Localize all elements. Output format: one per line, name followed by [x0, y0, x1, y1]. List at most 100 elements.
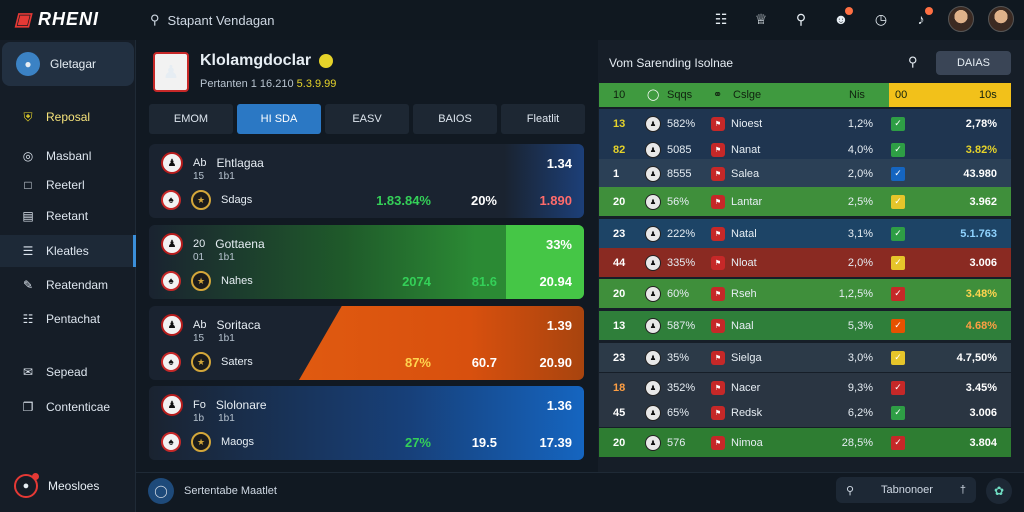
table-row[interactable]: 20 ♟ 576 ⚑ Nimoa 28,5% ✓ 3.804	[599, 428, 1011, 457]
users-icon[interactable]: ☻	[828, 6, 854, 32]
bell-icon[interactable]: ♪	[908, 6, 934, 32]
table-row[interactable]: 18 ♟ 352% ⚑ Nacer 9,3% ✓ 3.45%	[599, 373, 1011, 402]
search-icon: ⚲	[150, 12, 160, 27]
match-odd-bottom[interactable]: 17.39	[539, 435, 572, 450]
team-crest-icon: ♟	[645, 225, 661, 242]
status-check-icon[interactable]: ✓	[891, 435, 905, 450]
row-odds[interactable]: 3.48%	[965, 287, 997, 300]
row-odds[interactable]: 5.1.763	[960, 227, 997, 240]
match-odd-top[interactable]: 1.34	[546, 156, 572, 171]
match-mid-value: 20%	[470, 193, 497, 208]
status-check-icon[interactable]: ✓	[891, 318, 905, 333]
tab-bar: EMOM HI SDA EASV BAIOS Fleatlit	[149, 104, 585, 134]
row-odds[interactable]: 3.82%	[965, 143, 997, 156]
match-card[interactable]: ♟ Fo Slolonare 1b 1b1 ♠ ★ Maogs 1.36 27%…	[149, 386, 584, 460]
row-odds[interactable]: 43.980	[963, 167, 997, 180]
row-odds[interactable]: 3.006	[969, 256, 997, 269]
tab-emom[interactable]: EMOM	[149, 104, 233, 134]
status-check-icon[interactable]: ✓	[891, 142, 905, 157]
row-odds[interactable]: 3.006	[969, 406, 997, 419]
row-percent: 56%	[667, 195, 690, 208]
keyboard-icon[interactable]: ☷	[714, 10, 728, 27]
row-odds[interactable]: 3.804	[969, 436, 997, 449]
sidebar-item-label: Reetant	[46, 209, 89, 223]
table-row[interactable]: 45 ♟ 65% ⚑ Redsk 6,2% ✓ 3.006	[599, 398, 1011, 427]
sidebar	[0, 40, 136, 512]
team-crest-icon: ♟	[645, 317, 661, 334]
match-odd-bottom[interactable]: 20.90	[539, 355, 572, 370]
trophy-icon[interactable]: ♕	[754, 10, 768, 27]
row-odds[interactable]: 3.45%	[965, 381, 997, 394]
row-odds[interactable]: 4.68%	[965, 319, 997, 332]
table-row[interactable]: 13 ♟ 582% ⚑ Nioest 1,2% ✓ 2,78%	[599, 109, 1011, 138]
sidebar-item-label: Reeterl	[46, 178, 85, 192]
sidebar-top-item[interactable]: ● Gletagar	[2, 42, 134, 86]
top-search[interactable]: ⚲ Stapant Vendagan	[150, 8, 380, 32]
avatar[interactable]	[948, 6, 974, 32]
row-odds[interactable]: 4.7,50%	[956, 351, 997, 364]
sidebar-item-sepead[interactable]: ✉ Sepead	[0, 357, 136, 387]
sidebar-item-pentachat[interactable]: ☷ Pentachat	[0, 304, 136, 334]
avatar-secondary[interactable]	[988, 6, 1014, 32]
status-check-icon[interactable]: ✓	[891, 405, 905, 420]
match-card[interactable]: ♟ Ab Soritaca 15 1b1 ♠ ★ Saters 1.39 87%…	[149, 306, 584, 380]
match-odd-top[interactable]: 1.36	[546, 398, 572, 413]
clock-icon[interactable]: ◷	[874, 10, 888, 27]
sidebar-bottom-item[interactable]: ● Meosloes	[14, 473, 100, 498]
match-card[interactable]: ♟ Ab Ehtlagaa 15 1b1 ♠ ★ Sdags 1.34 1.83…	[149, 144, 584, 218]
table-row[interactable]: 20 ♟ 60% ⚑ Rseh 1,2,5% ✓ 3.48%	[599, 279, 1011, 308]
copy-icon: ❐	[22, 400, 34, 414]
match-card[interactable]: ♟ 20 Gottaena 01 1b1 ♠ ★ Nahes 33% 2074 …	[149, 225, 584, 299]
status-check-icon[interactable]: ✓	[891, 350, 905, 365]
status-check-icon[interactable]: ✓	[891, 166, 905, 181]
sidebar-item-reetant[interactable]: ▤ Reetant	[0, 201, 136, 231]
sidebar-bottom-label: Meosloes	[48, 479, 100, 493]
table-row[interactable]: 23 ♟ 222% ⚑ Natal 3,1% ✓ 5.1.763	[599, 219, 1011, 248]
sidebar-item-reeterl[interactable]: □ Reeterl	[0, 170, 136, 200]
match-odd-bottom[interactable]: 20.94	[539, 274, 572, 289]
table-row[interactable]: 1 ♟ 8555 ⚑ Salea 2,0% ✓ 43.980	[599, 159, 1011, 188]
status-check-icon[interactable]: ✓	[891, 255, 905, 270]
sidebar-item-reatendam[interactable]: ✎ Reatendam	[0, 270, 136, 300]
match-odd-top[interactable]: 33%	[545, 237, 572, 252]
row-rank: 20	[613, 287, 626, 300]
sidebar-item-masbanl[interactable]: ◎ Masbanl	[0, 141, 136, 171]
status-check-icon[interactable]: ✓	[891, 380, 905, 395]
status-check-icon[interactable]: ✓	[891, 194, 905, 209]
tab-hi-sda[interactable]: HI SDA	[237, 104, 321, 134]
search-icon[interactable]: ⚲	[795, 10, 807, 27]
bottom-left-item[interactable]: ◯ Sertentabe Maatlet	[148, 478, 277, 504]
tab-easv[interactable]: EASV	[325, 104, 409, 134]
leaf-icon[interactable]: ✿	[986, 478, 1012, 504]
sidebar-item-reposal[interactable]: ⛨ Reposal	[0, 102, 136, 132]
col-header-odds: 10s	[979, 89, 997, 101]
right-panel-button[interactable]: DAIAS	[936, 51, 1011, 75]
row-value: 1,2,5%	[838, 287, 873, 300]
match-odd-top[interactable]: 1.39	[546, 318, 572, 333]
table-row[interactable]: 23 ♟ 35% ⚑ Sielga 3,0% ✓ 4.7,50%	[599, 343, 1011, 372]
status-check-icon[interactable]: ✓	[891, 116, 905, 131]
match-sub: 15	[193, 171, 205, 182]
mail-icon: ✉	[22, 365, 34, 379]
status-check-icon[interactable]: ✓	[891, 286, 905, 301]
match-id: Ab	[193, 157, 207, 169]
team-crest-icon: ♟	[161, 233, 183, 255]
status-check-icon[interactable]: ✓	[891, 226, 905, 241]
page-title: Klolamgdoclar	[200, 52, 334, 70]
tab-baios[interactable]: BAIOS	[413, 104, 497, 134]
sidebar-item-kleatles[interactable]: ☰ Kleatles	[0, 235, 136, 267]
row-odds[interactable]: 3.962	[969, 195, 997, 208]
row-value: 9,3%	[847, 381, 873, 394]
table-row[interactable]: 44 ♟ 335% ⚑ Nloat 2,0% ✓ 3.006	[599, 248, 1011, 277]
sidebar-item-contenticae[interactable]: ❐ Contenticae	[0, 392, 136, 422]
sidebar-top-label: Gletagar	[50, 57, 97, 71]
search-icon[interactable]: ⚲	[908, 54, 918, 69]
bottom-search[interactable]: ⚲ Tabnonoer †	[836, 477, 976, 503]
table-row[interactable]: 13 ♟ 587% ⚑ Naal 5,3% ✓ 4.68%	[599, 311, 1011, 340]
tab-fleatlit[interactable]: Fleatlit	[501, 104, 585, 134]
table-row[interactable]: 20 ♟ 56% ⚑ Lantar 2,5% ✓ 3.962	[599, 187, 1011, 216]
row-odds[interactable]: 2,78%	[965, 117, 997, 130]
team-flag-icon: ⚑	[711, 435, 725, 450]
app-logo[interactable]: ▣ RHENI	[14, 9, 100, 29]
match-odd-bottom[interactable]: 1.890	[539, 193, 572, 208]
